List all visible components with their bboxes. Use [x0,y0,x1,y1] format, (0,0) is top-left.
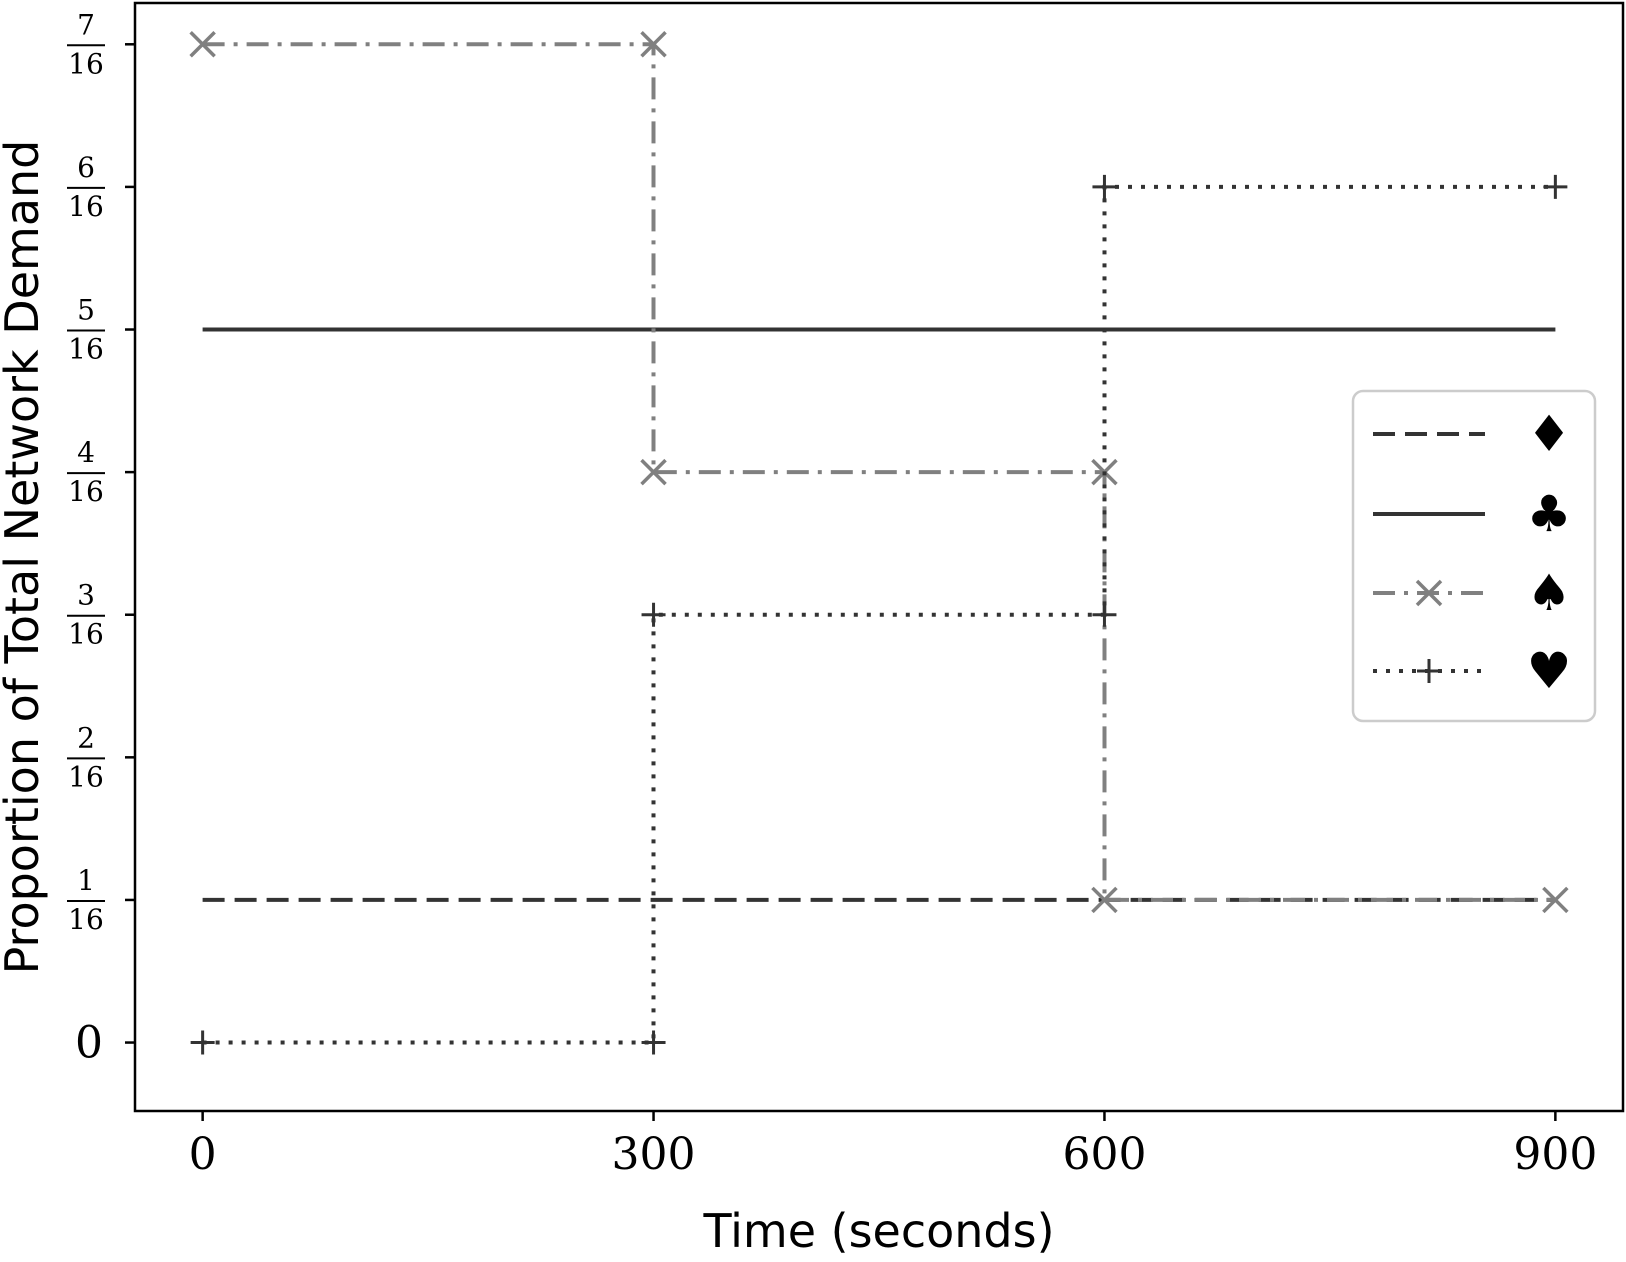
y-tick-denominator: 16 [68,618,104,651]
data-point-marker [640,458,667,486]
data-point-marker [190,1030,215,1055]
y-tick-numerator: 7 [77,8,95,41]
y-tick-numerator: 4 [77,436,95,469]
x-tick-label: 900 [1513,1129,1597,1180]
x-axis-label: Time (seconds) [702,1204,1054,1258]
y-axis-label: Proportion of Total Network Demand [0,140,49,975]
x-axis-ticks: 0 300 600 900 [189,1111,1597,1180]
data-point-marker [1543,174,1568,199]
data-point-marker [1542,886,1569,914]
y-tick-label: 416 [67,436,105,508]
series-layer [189,31,1569,1055]
plot-frame [133,1,1625,1113]
y-tick-numerator: 3 [77,579,95,612]
legend-label: ♦ [1527,405,1572,463]
legend-label: ♠ [1527,564,1572,622]
x-tick-label: 300 [612,1129,696,1180]
y-tick-denominator: 16 [68,903,104,936]
y-tick-denominator: 16 [68,47,104,80]
y-tick-label: 616 [67,151,105,223]
y-tick-label: 216 [67,721,105,793]
y-tick-denominator: 16 [68,333,104,366]
data-point-marker [1091,886,1118,914]
data-point-marker [189,31,216,58]
data-point-marker [641,602,666,627]
y-tick-label: 716 [67,8,105,80]
y-tick-numerator: 5 [77,294,95,327]
legend-label: ♣ [1527,485,1572,543]
y-tick-denominator: 16 [68,475,104,508]
x-tick-label: 0 [189,1129,217,1180]
legend-marker-sample [1417,659,1441,683]
y-tick-label: 316 [67,579,105,651]
data-point-marker [1092,174,1117,199]
legend-marker-sample [1415,579,1443,607]
legend-entry: ♥ [1373,642,1571,700]
y-tick-label: 516 [67,294,105,366]
legend: ♦ ♣ ♠ ♥ [1351,389,1597,723]
legend-entry: ♣ [1373,485,1571,543]
legend-entry: ♠ [1373,564,1571,622]
y-tick-numerator: 1 [77,864,95,897]
series-4 [190,174,1568,1055]
data-point-marker [1092,602,1117,627]
legend-entry: ♦ [1373,405,1571,463]
series-line [202,42,1556,902]
y-tick-denominator: 16 [68,190,104,223]
y-tick-denominator: 16 [68,760,104,793]
data-point-marker [641,1030,666,1055]
legend-label: ♥ [1527,642,1572,700]
legend-box [1351,389,1597,723]
y-tick-numerator: 6 [77,151,95,184]
y-tick-numerator: 2 [77,721,95,754]
y-tick-label: 116 [67,864,105,936]
data-point-marker [640,31,667,58]
x-tick-label: 600 [1062,1129,1146,1180]
y-tick-label: 0 [75,1018,103,1069]
